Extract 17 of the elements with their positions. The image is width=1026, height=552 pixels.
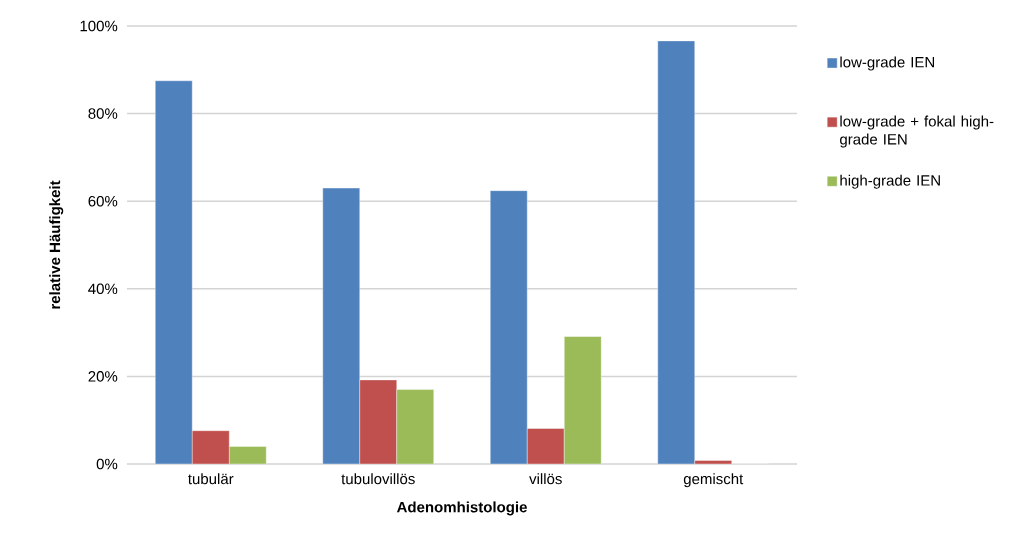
legend-label: high-grade IEN [840, 174, 940, 189]
x-tick-label: gemischt [683, 473, 744, 488]
bar [396, 389, 434, 464]
y-tick-label: 40% [88, 283, 118, 295]
y-axis-title: relative Häufigkeit [49, 180, 64, 309]
legend-label: low-grade IEN [840, 56, 935, 71]
y-tick-label: 100% [80, 20, 118, 32]
legend-label: low-grade + fokal high-grade IEN [840, 115, 994, 148]
x-axis-title: Adenomhistologie [396, 501, 527, 516]
x-tick-label: tubulär [188, 473, 234, 485]
x-tick-label: villös [529, 473, 562, 485]
x-tick-label: tubulovillös [341, 473, 415, 485]
y-tick-label: 80% [88, 108, 118, 119]
bar [564, 336, 602, 464]
y-tick-label: 0% [96, 458, 118, 470]
y-tick-label: 20% [88, 371, 118, 382]
y-tick-label: 60% [88, 195, 118, 207]
